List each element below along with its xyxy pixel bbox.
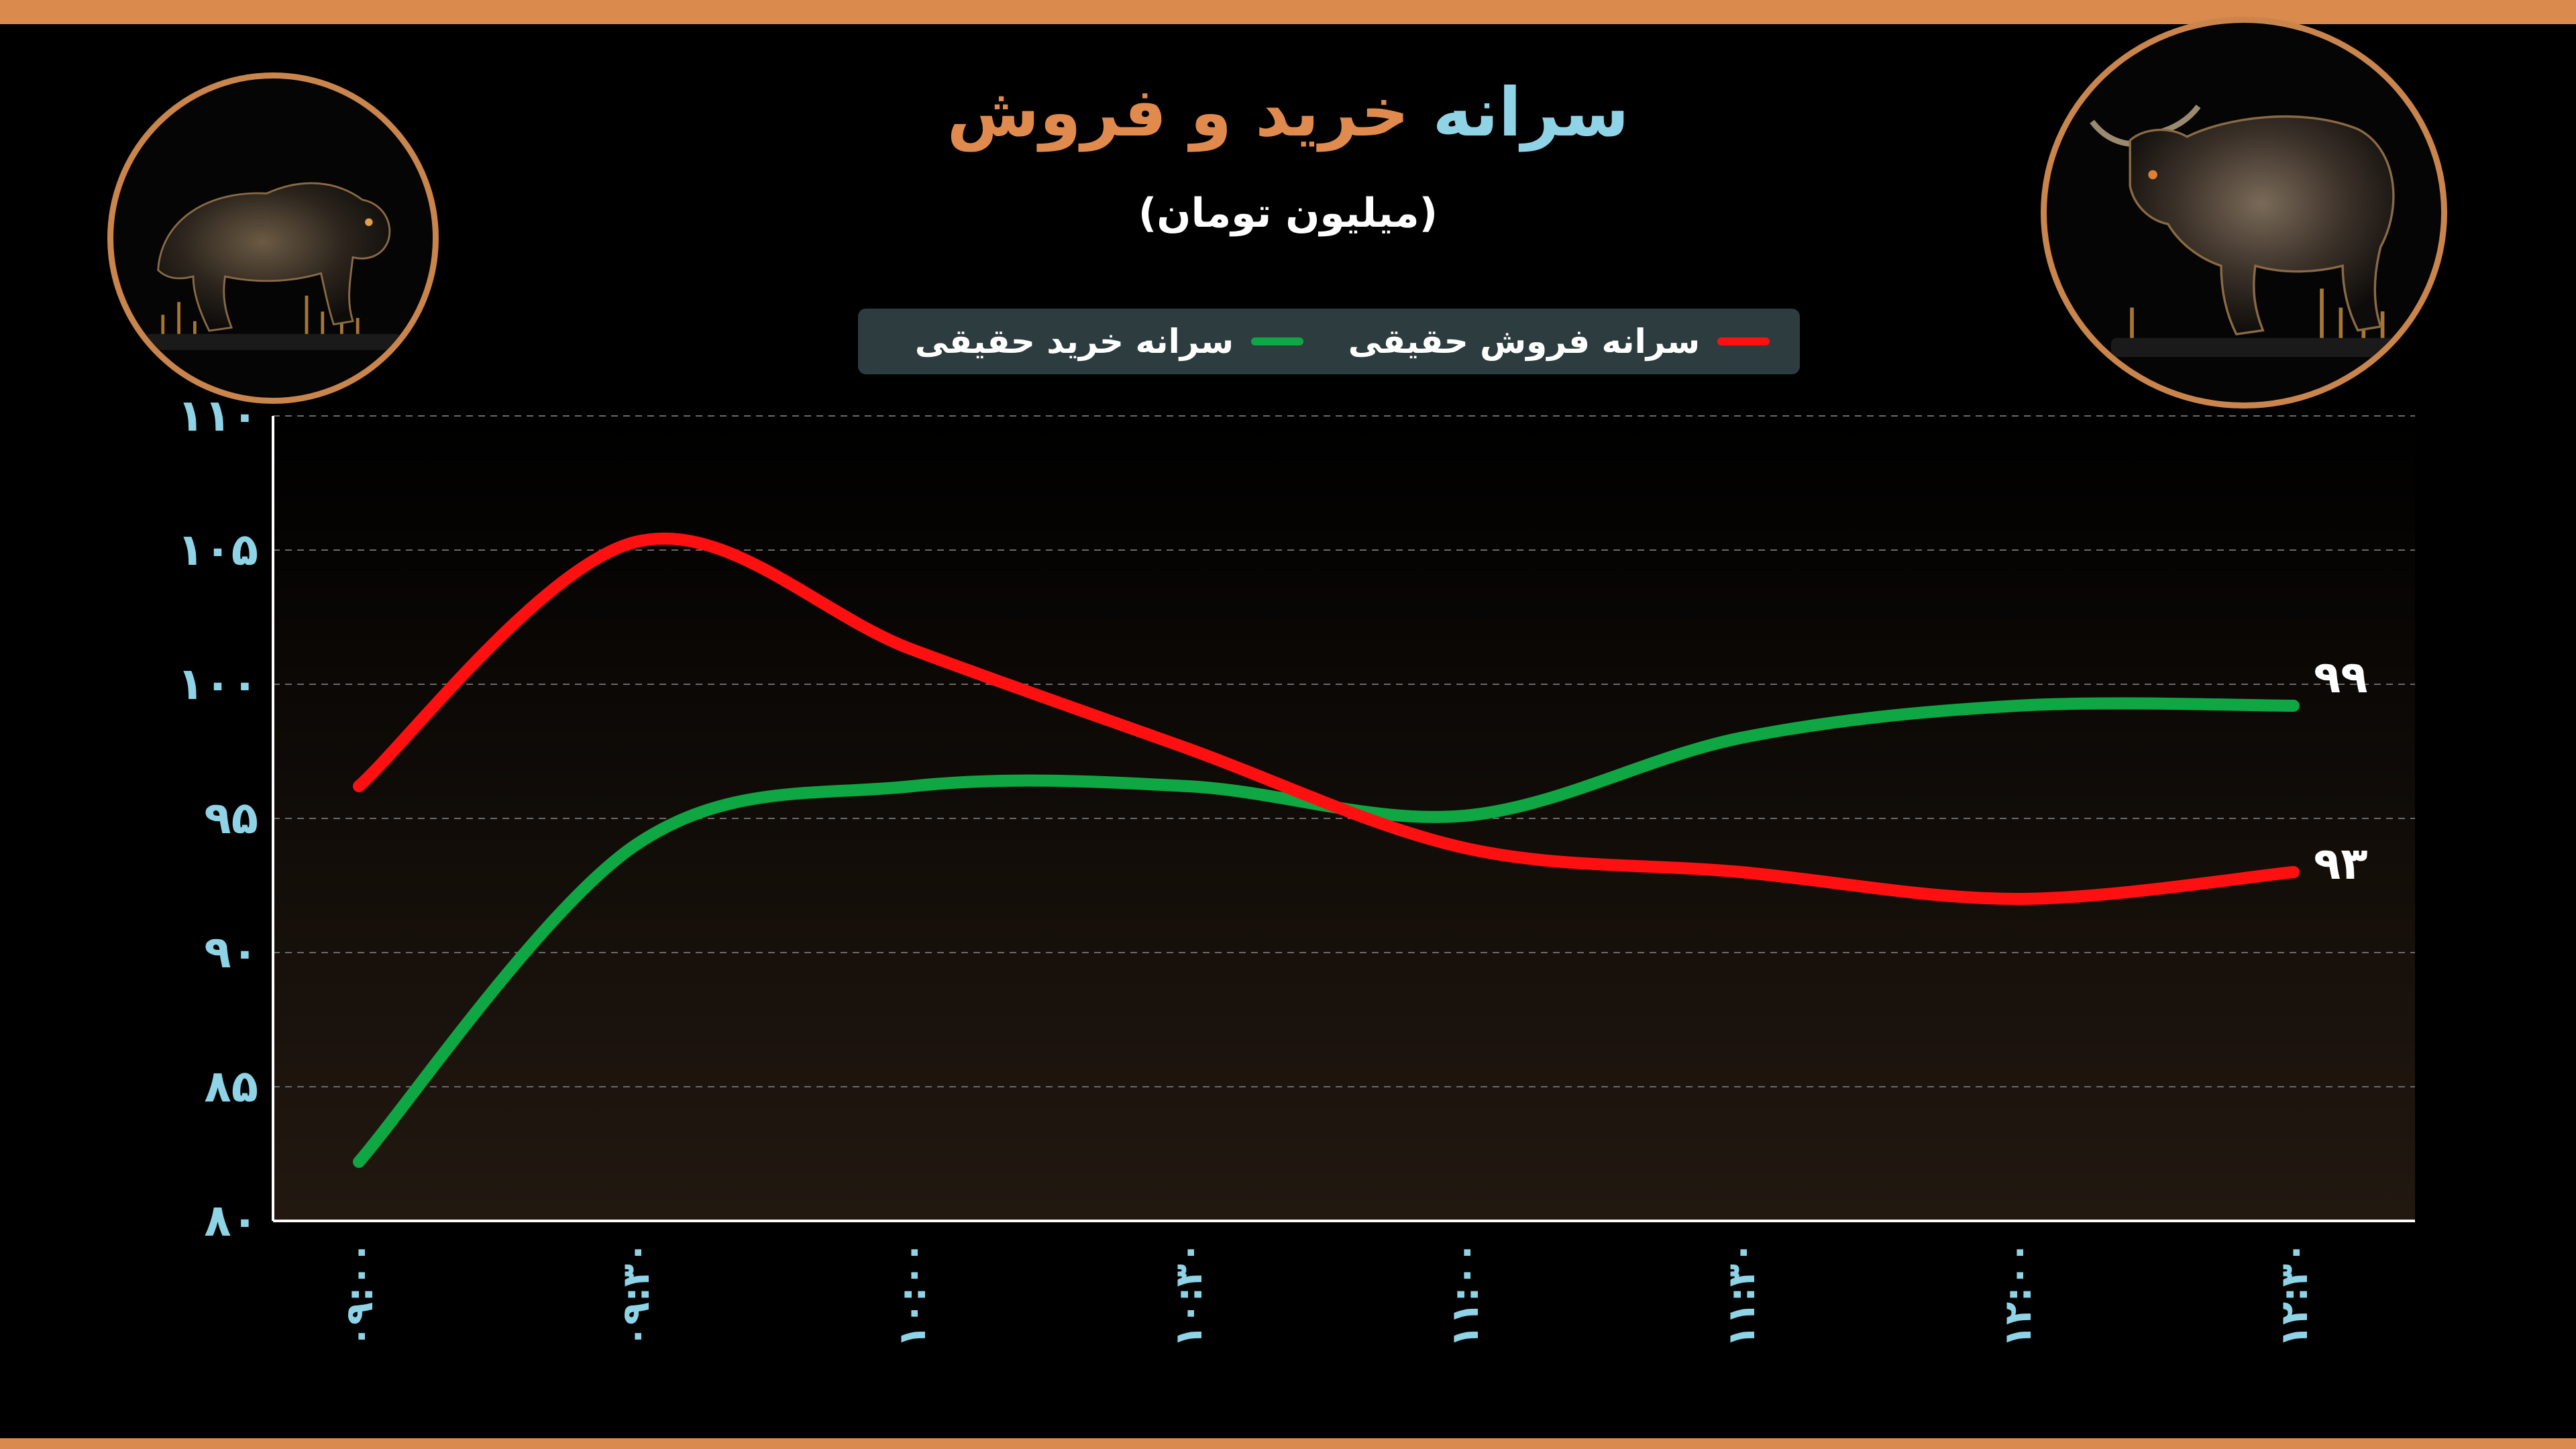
y-tick-label: ۱۱۰ xyxy=(177,390,258,441)
chart-subtitle: (میلیون تومان) xyxy=(1138,190,1438,237)
y-tick-label: ۱۰۰ xyxy=(177,658,258,710)
y-tick-label: ۸۰ xyxy=(204,1195,258,1246)
top-accent-bar xyxy=(0,0,2576,24)
y-tick-label: ۹۰ xyxy=(204,926,258,978)
legend-label-sell: سرانه فروش حقیقی xyxy=(1348,322,1700,361)
series-line-sell xyxy=(353,532,2300,905)
x-tick-label: ۱۲:۰۰ xyxy=(1996,1241,2040,1348)
x-tick-label: ۱۱:۳۰ xyxy=(1720,1241,1764,1348)
x-tick-label: ۱۱:۰۰ xyxy=(1444,1241,1487,1348)
bottom-accent-bar xyxy=(0,1438,2576,1449)
y-tick-label: ۱۰۵ xyxy=(177,524,258,576)
legend-swatch-sell xyxy=(1717,337,1770,345)
legend-label-buy: سرانه خرید حقیقی xyxy=(914,322,1234,361)
legend-swatch-buy xyxy=(1251,337,1303,345)
end-label-buy: ۹۹ xyxy=(2314,651,2368,703)
x-tick-label: ۱۰:۰۰ xyxy=(891,1241,934,1348)
y-tick-label: ۹۵ xyxy=(204,792,258,844)
end-label-sell: ۹۳ xyxy=(2314,838,2368,890)
x-tick-label: ۱۰:۳۰ xyxy=(1167,1241,1211,1348)
x-tick-label: ۱۲:۳۰ xyxy=(2273,1241,2316,1348)
legend-item-sell: سرانه فروش حقیقی xyxy=(1348,309,1770,374)
x-tick-label: ۰۹:۳۰ xyxy=(614,1241,658,1348)
chart-title-part1: سرانه xyxy=(1432,73,1629,152)
bear-icon xyxy=(107,72,439,404)
bull-icon xyxy=(2041,17,2447,409)
chart-title: سرانه خرید و فروش xyxy=(0,79,2576,146)
chart-title-part2: خرید و فروش xyxy=(947,73,1409,152)
series-line-buy xyxy=(353,697,2300,1168)
legend-item-buy: سرانه خرید حقیقی xyxy=(915,309,1303,374)
x-tick-label: ۰۹:۰۰ xyxy=(338,1241,382,1348)
chart-legend: سرانه فروش حقیقی سرانه خرید حقیقی xyxy=(858,309,1800,374)
plot-area xyxy=(273,416,2415,1221)
y-tick-label: ۸۵ xyxy=(204,1061,258,1112)
